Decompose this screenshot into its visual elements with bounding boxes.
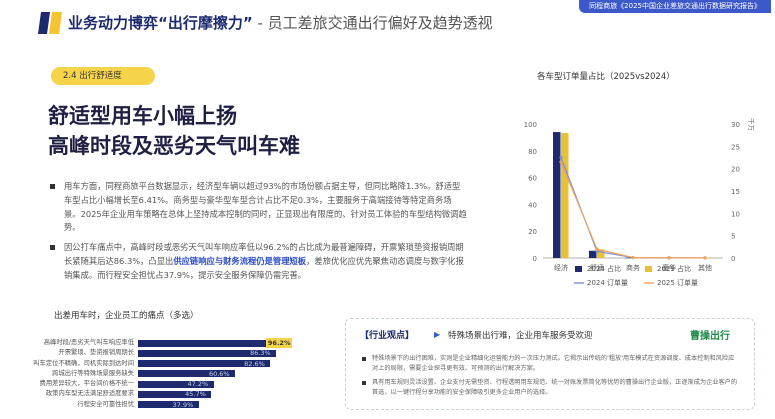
pain-row-1: 开票繁琐、垫资报销周期长 86.3%: [20, 348, 320, 358]
line-point-1-4: [703, 256, 707, 260]
page-title-bold: 业务动力博弈“出行摩擦力”: [68, 14, 253, 32]
line-series-0: [560, 157, 706, 259]
legend-label-1: 2025 占比: [657, 264, 691, 273]
y-left-tick-3: 60: [528, 175, 537, 183]
pain-label-0: 高峰时段/恶劣天气叫车响应率低: [43, 339, 134, 346]
bar-0-2: [625, 257, 633, 259]
y-left-tick-0: 0: [533, 255, 537, 263]
bar-0-0: [553, 132, 561, 258]
pain-bar-5: [138, 390, 212, 398]
bar-0-1: [589, 250, 597, 258]
x-tick-1: 舒适: [590, 263, 604, 272]
opinion-item-2: 具有用车规则灵活设置、企业支付无需垫资、行程透明用车规范、统一对账发票简化等优势…: [360, 378, 740, 398]
report-source-tag: 同程商旅《2025中国企业差旅交通出行数据研究报告》: [579, 0, 771, 13]
pain-label-2: 叫车定位不精确，司机实际到达时间: [33, 359, 134, 367]
y-left-tick-2: 40: [528, 201, 537, 209]
bullet-vehicle-mix: 用车方面，同程商旅平台数据显示，经济型车辆以超过93%的市场份额占据主导，但同比…: [48, 180, 468, 235]
pain-value-4: 47.2%: [187, 380, 209, 389]
analysis-bullets: 用车方面，同程商旅平台数据显示，经济型车辆以超过93%的市场份额占据主导，但同比…: [48, 180, 468, 289]
bullet-pain-highlight: 供应链响应与财务流程仍是管理短板: [173, 255, 307, 266]
line-point-0-0: [559, 155, 563, 160]
industry-opinion-box: 【行业观点】 ▶ 特殊场景出行难，企业用车服务受欢迎 曹操出行 特殊场景下的出行…: [345, 318, 755, 410]
y-right-tick-5: 25: [731, 143, 740, 151]
page-title: 业务动力博弈“出行摩擦力” - 员工差旅交通出行偏好及趋势透视: [68, 12, 493, 33]
headline-line-1: 舒适型用车小幅上扬: [48, 104, 237, 128]
page-header: 业务动力博弈“出行摩擦力” - 员工差旅交通出行偏好及趋势透视 同程商旅《202…: [0, 0, 775, 48]
opinion-tag: 【行业观点】: [360, 331, 415, 341]
line-point-1-1: [595, 247, 599, 251]
section-headline: 舒适型用车小幅上扬 高峰时段及恶劣天气叫车难: [48, 101, 300, 161]
legend-label-2: 2024 订单量: [587, 278, 628, 287]
line-point-0-1: [595, 249, 599, 253]
bar-1-1: [597, 249, 605, 258]
pain-value-3: 60.6%: [208, 369, 230, 378]
pain-label-6: 行程安全可靠性担忧: [77, 400, 134, 408]
triangle-right-icon: ▶: [434, 330, 441, 339]
legend-label-3: 2025 订单量: [657, 278, 698, 287]
pain-value-6: 37.9%: [172, 400, 194, 409]
y-left-tick-5: 100: [524, 121, 537, 129]
y-right-tick-6: 30: [731, 121, 740, 129]
brand-logo: 曹操出行: [690, 331, 730, 342]
line-point-1-2: [631, 255, 635, 260]
legend-swatch-0: [575, 266, 582, 272]
bullet-pain-points: 因公打车痛点中，高峰时段或恶劣天气叫车响应率低以96.2%的占比成为最普遍障碍，…: [48, 241, 468, 282]
pain-bar-4: [138, 380, 214, 388]
pain-label-5: 政策内车型无法满足舒适度要求: [45, 390, 134, 398]
line-series-1: [560, 161, 706, 259]
y-right-tick-1: 5: [731, 233, 735, 241]
bar-1-4: [705, 258, 713, 259]
pain-points-title: 出差用车时，企业员工的痛点（多选）: [54, 311, 199, 321]
pain-bar-6: [138, 401, 199, 409]
pain-bar-3: [138, 370, 235, 378]
y-right-tick-3: 15: [731, 188, 740, 196]
pain-row-4: 费用差异较大，平台间价格不统一 47.2%: [20, 379, 320, 389]
pain-row-6: 行程安全可靠性担忧 37.9%: [20, 400, 320, 410]
legend-swatch-1: [645, 266, 652, 272]
y-right-tick-2: 10: [731, 210, 740, 218]
pain-label-4: 费用差异较大，平台间价格不统一: [39, 380, 134, 388]
line-point-1-3: [667, 256, 671, 260]
x-tick-0: 经济: [554, 263, 568, 272]
pain-bar-2: [138, 360, 271, 368]
pain-label-1: 开票繁琐、垫资报销周期长: [58, 349, 134, 357]
y-right-tick-0: 0: [731, 255, 735, 263]
section-pill: 2.4 出行舒适度: [51, 67, 155, 85]
pain-row-5: 政策内车型无法满足舒适度要求 45.7%: [20, 389, 320, 399]
legend-label-0: 2024 占比: [587, 264, 621, 273]
pain-value-5: 45.7%: [185, 390, 206, 399]
x-tick-4: 其他: [698, 263, 712, 272]
bar-1-0: [561, 132, 569, 258]
page-title-rest: - 员工差旅交通出行偏好及趋势透视: [252, 14, 493, 32]
pain-points-chart: 高峰时段/恶劣天气叫车响应率低 96.2% 开票繁琐、垫资报销周期长 86.3% 叫车定…: [20, 338, 320, 410]
pain-row-0: 高峰时段/恶劣天气叫车响应率低 96.2%: [20, 338, 320, 349]
pain-bar-1: [138, 349, 277, 357]
y-left-tick-1: 20: [528, 228, 537, 236]
headline-line-2: 高峰时段及恶劣天气叫车难: [48, 134, 300, 158]
pain-label-3: 跨城出行等特殊场景服务缺失: [52, 369, 134, 377]
pain-row-3: 跨城出行等特殊场景服务缺失 60.6%: [20, 369, 320, 379]
y-right-unit-label: 千万: [747, 118, 756, 132]
bullet-pain-post: ，差旅优化应优先聚焦动态调度与数字化报销集成。而行程安全担忧占37.9%，提示安…: [64, 255, 464, 280]
pain-value-0: 96.2%: [265, 338, 293, 349]
y-left-tick-4: 80: [528, 148, 537, 156]
pain-row-2: 叫车定位不精确，司机实际到达时间 82.6%: [20, 359, 320, 369]
opinion-headline: 特殊场景出行难，企业用车服务受欢迎: [448, 331, 593, 341]
logo-mark-icon: [38, 12, 62, 34]
vehicle-share-chart: 各车型订单量占比（2025vs2024） 0 20 40 60 80 100 0 5 10 15 2…: [505, 62, 765, 292]
pain-bar-0: [138, 339, 292, 347]
pain-value-2: 82.6%: [244, 359, 265, 368]
y-right-tick-4: 20: [731, 166, 740, 174]
line-point-1-0: [559, 160, 563, 164]
opinion-list: 特殊场景下的出行困难，实则是企业精细化运营能力的一次压力测试。它揭示出传统的'粗…: [360, 354, 740, 402]
bullet-pain-pre: 因公打车痛点中，高峰时段或恶劣天气叫车响应率低以96.2%的占比成为最普遍障碍，…: [64, 242, 464, 266]
pain-value-1: 86.3%: [250, 349, 271, 358]
opinion-item-1: 特殊场景下的出行困难，实则是企业精细化运营能力的一次压力测试。它揭示出传统的'粗…: [360, 354, 740, 374]
chart-title: 各车型订单量占比（2025vs2024）: [537, 72, 675, 82]
x-tick-2: 商务: [626, 263, 640, 272]
x-tick-3: 豪华: [662, 263, 676, 272]
